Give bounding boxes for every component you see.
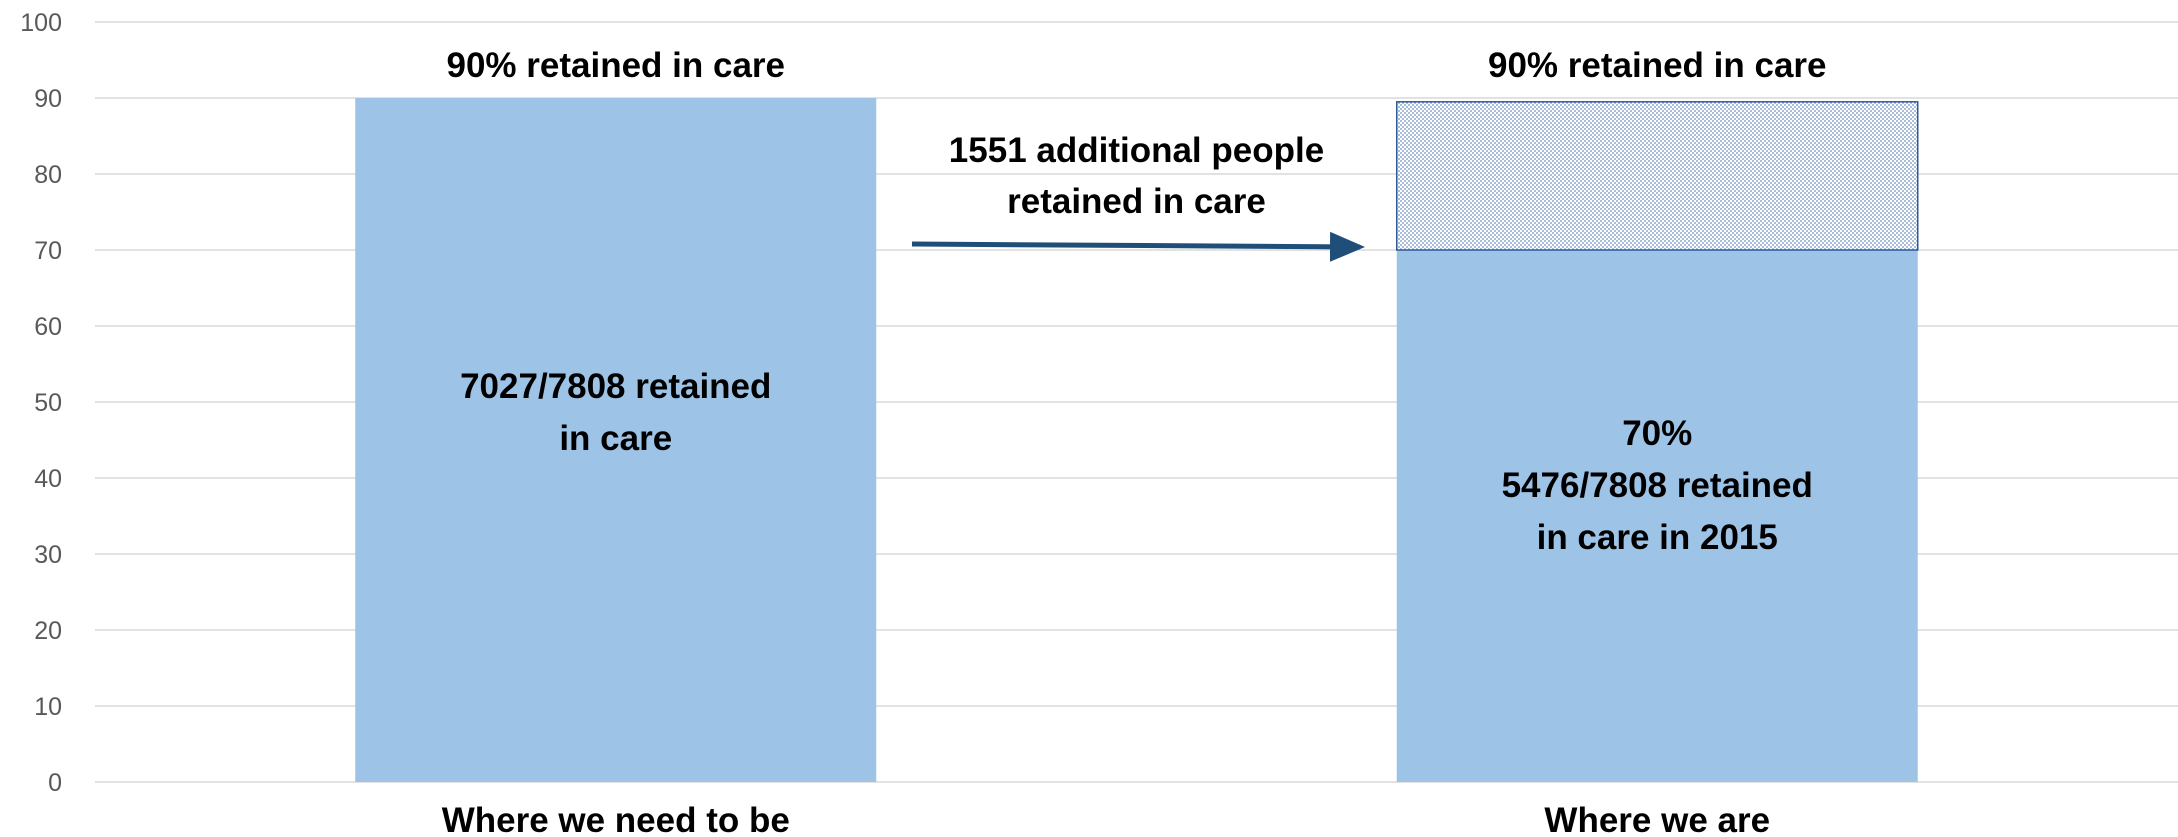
y-tick-label: 90: [34, 85, 62, 113]
y-tick-label: 70: [34, 237, 62, 265]
bar-2-value-label: in care in 2015: [1537, 518, 1778, 557]
arrow-annotation-label: retained in care: [1007, 182, 1266, 221]
arrow-annotation-label: 1551 additional people: [949, 131, 1324, 170]
bar-2: [1396, 250, 1918, 782]
data-labels: 90% retained in care 90% retained in care…: [447, 46, 1827, 557]
bars: [355, 98, 1919, 782]
x-category-label: Where we are: [1544, 801, 1770, 837]
bar-1-value-label: 7027/7808 retained: [460, 367, 771, 406]
y-tick-label: 10: [34, 693, 62, 721]
bar-2-value-label: 70%: [1622, 414, 1692, 453]
y-tick-label: 80: [34, 161, 62, 189]
y-tick-label: 30: [34, 541, 62, 569]
y-tick-label: 20: [34, 617, 62, 645]
bar-1-value-label: in care: [559, 419, 672, 458]
y-tick-label: 40: [34, 465, 62, 493]
bar-1-top-label: 90% retained in care: [447, 46, 786, 85]
x-axis: Where we need to be Where we are: [442, 801, 1770, 837]
bar-1: [355, 98, 877, 782]
bar-2-gap-segment: [1396, 101, 1919, 251]
arrow-pointer: [911, 231, 1365, 262]
y-tick-label: 100: [20, 9, 62, 37]
y-axis: 0 10 20 30 40 50 60 70 80 90 100: [20, 9, 62, 797]
y-tick-label: 0: [48, 769, 62, 797]
y-tick-label: 60: [34, 313, 62, 341]
bar-2-value-label: 5476/7808 retained: [1502, 466, 1813, 505]
y-tick-label: 50: [34, 389, 62, 417]
x-category-label: Where we need to be: [442, 801, 790, 837]
bar-2-top-label: 90% retained in care: [1488, 46, 1827, 85]
